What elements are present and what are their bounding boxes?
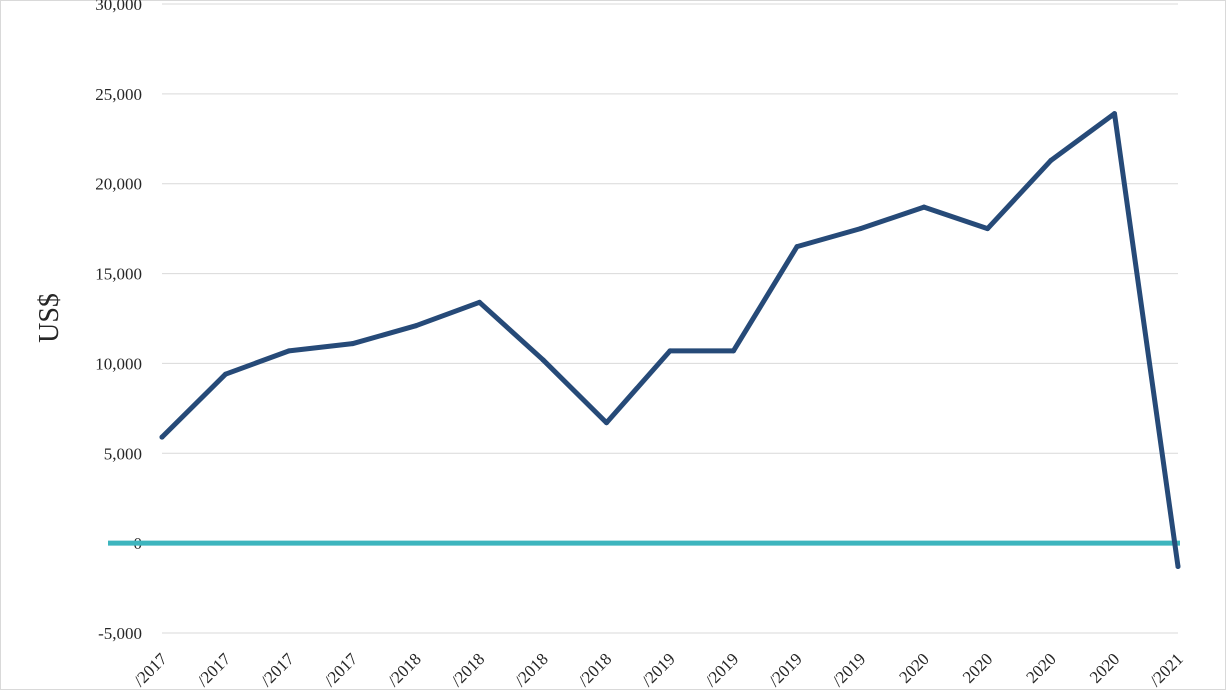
data-point [731,348,736,354]
x-tick-label: 2020 [1022,649,1059,686]
x-tick-label: /2018 [575,649,616,690]
data-point [794,244,800,250]
x-tick-label: /2018 [448,649,489,690]
data-point [540,357,546,363]
y-axis-ticks: -5,00005,00010,00015,00020,00025,00030,0… [95,0,142,643]
series-group [159,111,1181,570]
data-point [1048,157,1054,163]
data-point [350,341,355,347]
x-tick-label: /2019 [829,649,870,690]
y-tick-label: 30,000 [95,0,142,14]
x-axis-ticks: /2017/2017/2017/2017/2018/2018/2018/2018… [130,649,1187,690]
y-axis-label: US$ [34,293,65,343]
y-tick-label: 20,000 [95,175,142,194]
x-tick-label: 2020 [895,649,932,686]
x-tick-label: /2017 [194,649,235,690]
x-tick-label: /2019 [638,649,679,690]
data-point [858,226,863,232]
data-point [286,348,292,354]
x-tick-label: /2017 [257,649,298,690]
x-tick-label: /2017 [321,649,362,690]
data-point [1175,564,1181,570]
data-point [921,204,927,210]
data-point [604,420,609,426]
y-tick-label: 10,000 [95,354,142,373]
data-point [413,323,419,329]
data-point [223,371,228,377]
data-point [1112,111,1117,117]
x-tick-label: /2021 [1146,649,1187,690]
data-point [985,226,990,232]
y-tick-label: 25,000 [95,85,142,104]
x-tick-label: 2020 [959,649,996,686]
series-line [159,111,1181,570]
x-tick-label: 2020 [1086,649,1123,686]
y-tick-label: 15,000 [95,265,142,284]
grid-lines [162,3,1178,634]
x-tick-label: /2018 [511,649,552,690]
data-point [667,348,673,354]
x-tick-label: /2017 [130,649,171,690]
data-point [477,299,482,305]
y-tick-label: 5,000 [104,444,142,463]
data-point [159,434,165,440]
y-tick-label: -5,000 [98,624,142,643]
x-tick-label: /2019 [702,649,743,690]
x-tick-label: /2018 [384,649,425,690]
x-tick-label: /2019 [765,649,806,690]
